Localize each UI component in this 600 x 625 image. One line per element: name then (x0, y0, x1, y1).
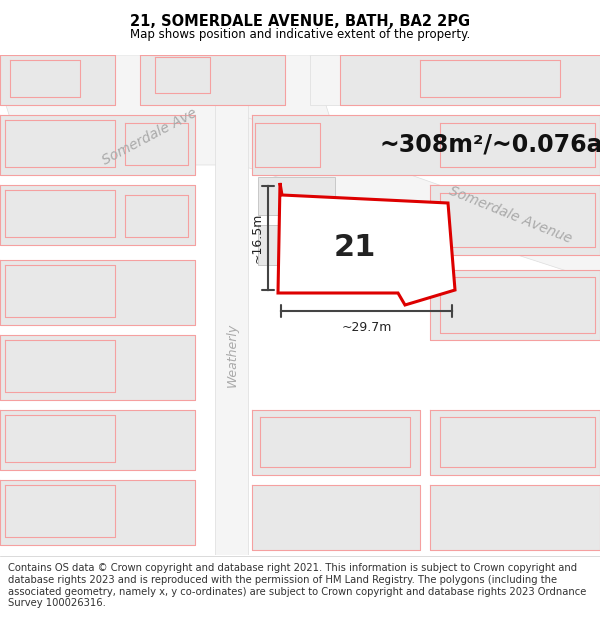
Polygon shape (430, 410, 600, 475)
Polygon shape (440, 123, 595, 167)
Polygon shape (430, 270, 600, 340)
Polygon shape (5, 485, 115, 537)
Polygon shape (0, 55, 115, 105)
Polygon shape (258, 225, 335, 265)
Polygon shape (310, 55, 600, 105)
Polygon shape (5, 340, 115, 392)
Text: Somerdale Avenue: Somerdale Avenue (446, 184, 574, 246)
Polygon shape (10, 60, 80, 97)
Polygon shape (0, 115, 195, 175)
Polygon shape (0, 185, 195, 245)
Polygon shape (0, 480, 195, 545)
Polygon shape (125, 195, 188, 237)
Polygon shape (240, 115, 600, 285)
Text: 21, SOMERDALE AVENUE, BATH, BA2 2PG: 21, SOMERDALE AVENUE, BATH, BA2 2PG (130, 14, 470, 29)
Text: ~308m²/~0.076ac.: ~308m²/~0.076ac. (380, 133, 600, 157)
Polygon shape (260, 417, 410, 467)
Polygon shape (0, 260, 195, 325)
Polygon shape (0, 335, 195, 400)
Polygon shape (0, 410, 195, 470)
Polygon shape (125, 123, 188, 165)
Text: Somerdale Ave: Somerdale Ave (100, 106, 200, 168)
Text: Map shows position and indicative extent of the property.: Map shows position and indicative extent… (130, 28, 470, 41)
Polygon shape (155, 57, 210, 93)
Polygon shape (255, 123, 320, 167)
Polygon shape (252, 115, 600, 175)
Polygon shape (0, 55, 345, 165)
Polygon shape (258, 177, 335, 215)
Polygon shape (440, 193, 595, 247)
Polygon shape (420, 60, 560, 97)
Polygon shape (252, 485, 420, 550)
Text: ~16.5m: ~16.5m (251, 213, 264, 263)
Polygon shape (440, 277, 595, 333)
Text: 21: 21 (334, 232, 376, 261)
Text: ~29.7m: ~29.7m (341, 321, 392, 334)
Polygon shape (5, 415, 115, 462)
Polygon shape (340, 55, 600, 105)
Polygon shape (278, 183, 455, 305)
Text: Weatherly: Weatherly (226, 323, 239, 387)
Polygon shape (5, 265, 115, 317)
Polygon shape (5, 120, 115, 167)
Polygon shape (440, 417, 595, 467)
Text: Contains OS data © Crown copyright and database right 2021. This information is : Contains OS data © Crown copyright and d… (8, 563, 586, 608)
Polygon shape (430, 485, 600, 550)
Polygon shape (5, 190, 115, 237)
Polygon shape (430, 185, 600, 255)
Polygon shape (140, 55, 285, 105)
Polygon shape (215, 55, 248, 555)
Polygon shape (252, 410, 420, 475)
